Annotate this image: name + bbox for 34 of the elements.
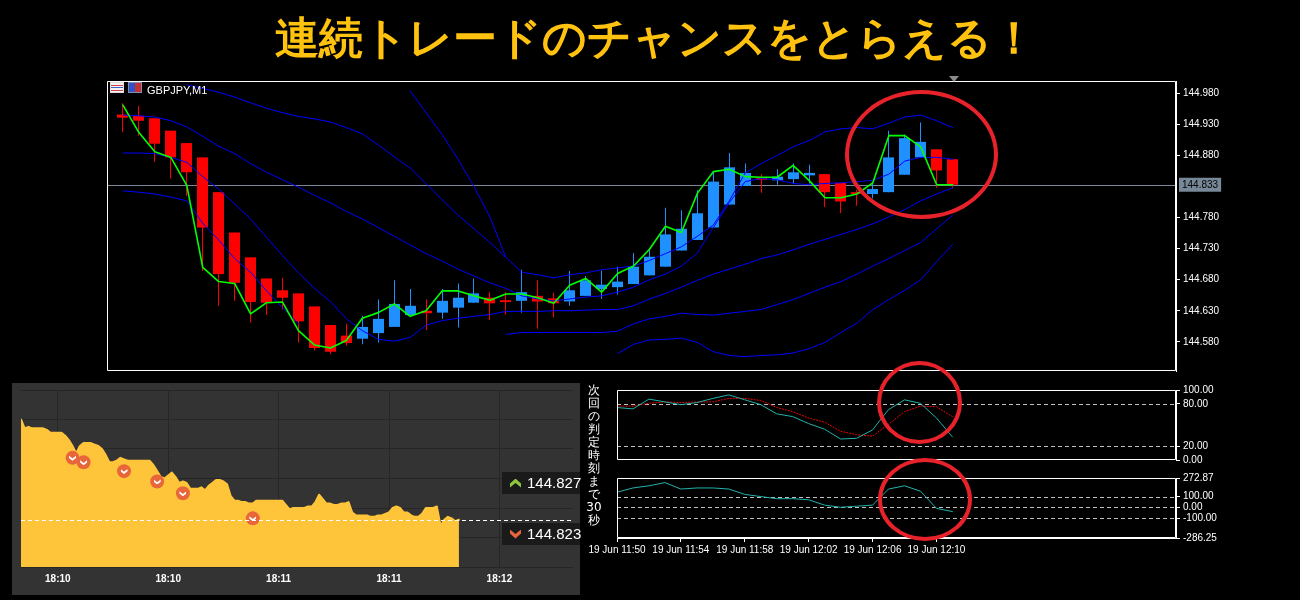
y-tick-label: 144.780 (1183, 211, 1220, 223)
y-tick-label: 144.980 (1183, 87, 1220, 99)
y-tick-label: 100.00 (1183, 383, 1215, 395)
y-tick-label: 144.880 (1183, 149, 1220, 161)
y-tick-label: 144.930 (1183, 118, 1220, 130)
y-tick-label: 0.00 (1183, 453, 1203, 465)
y-tick-label: 80.00 (1183, 397, 1209, 409)
x-tick-label: 19 Jun 12:10 (907, 543, 966, 555)
x-tick-label: 19 Jun 12:02 (779, 543, 839, 555)
x-tick-label: 19 Jun 11:54 (652, 543, 710, 555)
chart-title: 連続トレードのチャンスをとらえる！ (273, 11, 1037, 65)
text: 144.823 (527, 524, 582, 544)
y-tick-label: 100.00 (1183, 490, 1215, 502)
x-tick-label: 19 Jun 12:06 (843, 543, 902, 555)
x-tick-label: 18:11 (376, 572, 402, 584)
y-tick-label: 20.00 (1183, 439, 1209, 451)
y-tick-label: 144.580 (1183, 335, 1220, 347)
text: 次回の判定時刻まで30秒 (586, 383, 602, 527)
y-tick-label: 144.730 (1183, 242, 1220, 254)
ref-line-label: 144.833 (1182, 178, 1219, 190)
x-tick-label: 19 Jun 11:58 (716, 543, 774, 555)
x-tick-label: 18:12 (486, 572, 513, 584)
y-tick-label: 144.630 (1183, 304, 1220, 316)
x-tick-label: 18:10 (45, 572, 72, 584)
x-tick-label: 18:10 (155, 572, 182, 584)
y-tick-label: 0.00 (1183, 501, 1203, 513)
y-tick-label: 144.680 (1183, 273, 1220, 285)
y-tick-label: -286.25 (1183, 531, 1218, 543)
y-tick-label: -100.00 (1183, 511, 1218, 523)
y-tick-label: 272.87 (1183, 471, 1215, 483)
x-tick-label: 19 Jun 11:50 (588, 543, 646, 555)
x-tick-label: 18:11 (266, 572, 292, 584)
chart-subtitle: GBPJPY,M1 (147, 84, 208, 97)
text: 144.827 (527, 473, 582, 493)
